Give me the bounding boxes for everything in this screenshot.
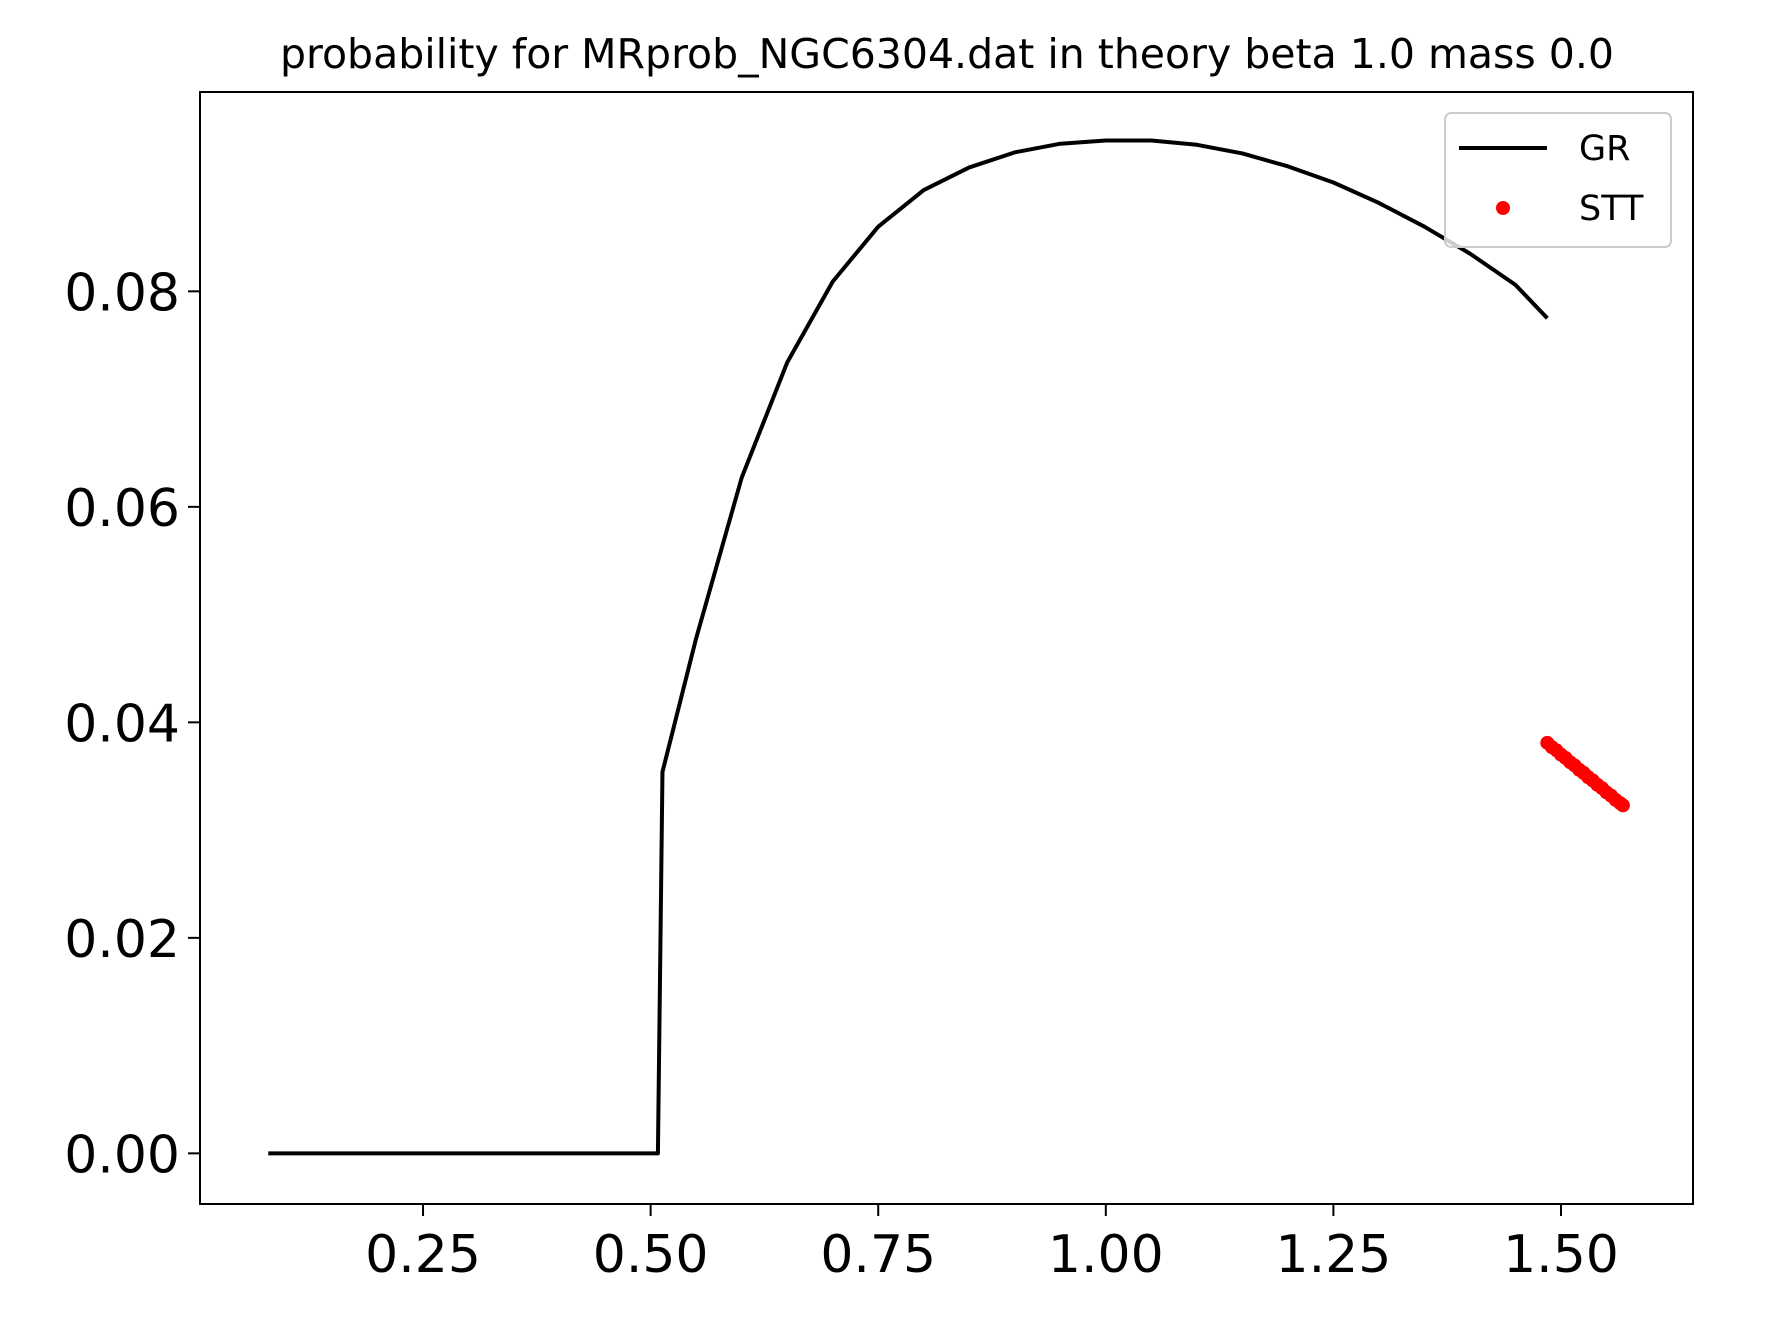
legend-label-gr: GR — [1579, 129, 1630, 169]
y-tick-label: 0.06 — [64, 479, 180, 539]
x-tick-label: 1.50 — [1503, 1225, 1619, 1285]
legend-label-stt: STT — [1579, 189, 1644, 229]
series-line-gr — [268, 138, 1549, 1156]
y-tick-label: 0.00 — [64, 1125, 180, 1185]
series-layer — [268, 138, 1630, 1156]
tick-layer: 0.25 0.50 0.75 1.00 1.25 1.50 0.00 0.02 0.04 0.06… — [64, 263, 1619, 1285]
x-tick-label: 0.25 — [365, 1225, 481, 1285]
x-tick-label: 0.50 — [593, 1225, 709, 1285]
x-tick-label: 1.00 — [1048, 1225, 1164, 1285]
plot-frame — [199, 91, 1694, 1205]
chart-title: probability for MRprob_NGC6304.dat in th… — [280, 30, 1614, 78]
x-tick-label: 1.25 — [1276, 1225, 1392, 1285]
legend: GR STT — [1444, 112, 1672, 248]
legend-marker-stt — [1496, 201, 1510, 215]
y-tick-label: 0.08 — [64, 263, 180, 323]
plot-area — [200, 92, 1693, 1204]
y-tick-label: 0.02 — [64, 910, 180, 970]
y-tick-label: 0.04 — [64, 694, 180, 754]
x-tick-label: 0.75 — [820, 1225, 936, 1285]
data-point-stt — [1615, 798, 1630, 813]
